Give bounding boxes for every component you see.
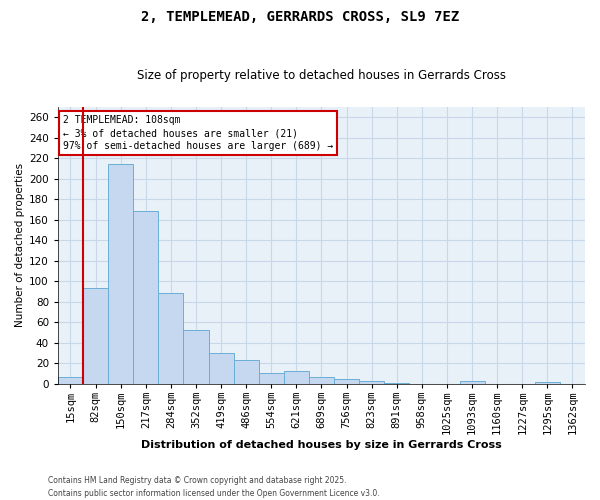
Bar bbox=[535, 382, 560, 384]
Bar bbox=[58, 376, 83, 384]
X-axis label: Distribution of detached houses by size in Gerrards Cross: Distribution of detached houses by size … bbox=[141, 440, 502, 450]
Bar bbox=[184, 330, 209, 384]
Bar bbox=[334, 378, 359, 384]
Bar bbox=[233, 360, 259, 384]
Bar bbox=[133, 212, 158, 384]
Bar bbox=[460, 380, 485, 384]
Bar bbox=[284, 372, 309, 384]
Bar bbox=[83, 288, 108, 384]
Bar bbox=[384, 382, 409, 384]
Bar bbox=[158, 294, 184, 384]
Title: Size of property relative to detached houses in Gerrards Cross: Size of property relative to detached ho… bbox=[137, 69, 506, 82]
Bar bbox=[309, 376, 334, 384]
Text: 2, TEMPLEMEAD, GERRARDS CROSS, SL9 7EZ: 2, TEMPLEMEAD, GERRARDS CROSS, SL9 7EZ bbox=[141, 10, 459, 24]
Text: Contains HM Land Registry data © Crown copyright and database right 2025.
Contai: Contains HM Land Registry data © Crown c… bbox=[48, 476, 380, 498]
Bar bbox=[359, 380, 384, 384]
Bar bbox=[108, 164, 133, 384]
Text: 2 TEMPLEMEAD: 108sqm
← 3% of detached houses are smaller (21)
97% of semi-detach: 2 TEMPLEMEAD: 108sqm ← 3% of detached ho… bbox=[63, 115, 334, 152]
Bar bbox=[209, 353, 233, 384]
Bar bbox=[259, 374, 284, 384]
Y-axis label: Number of detached properties: Number of detached properties bbox=[15, 163, 25, 328]
